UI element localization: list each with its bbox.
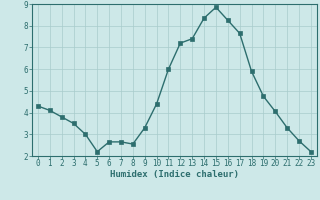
X-axis label: Humidex (Indice chaleur): Humidex (Indice chaleur) [110, 170, 239, 179]
